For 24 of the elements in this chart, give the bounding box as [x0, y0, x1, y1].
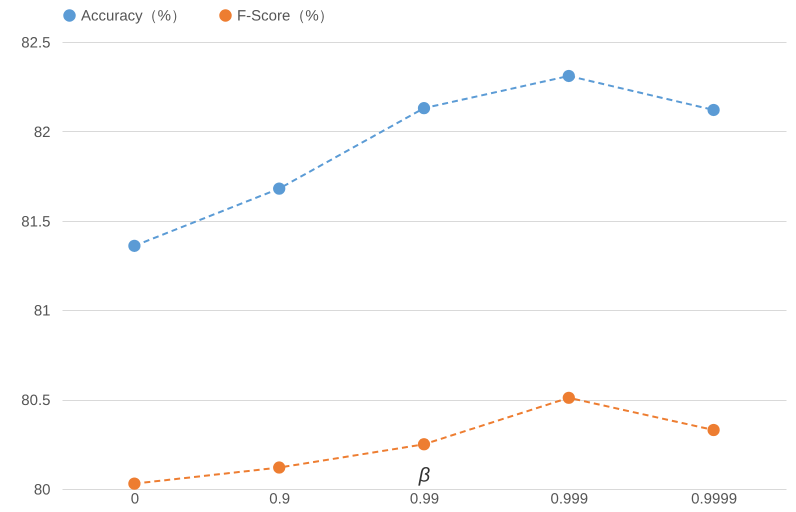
- point: [707, 104, 720, 116]
- y-tick-label: 80.5: [21, 392, 50, 410]
- point: [418, 102, 430, 114]
- legend-label: F-Score（%）: [237, 8, 334, 25]
- y-tick-label: 81: [34, 302, 50, 320]
- x-tick-label: 0.9: [269, 490, 290, 508]
- x-axis-title: β: [418, 464, 430, 486]
- y-tick-label: 82.5: [21, 34, 50, 52]
- y-tick-label: 82: [34, 124, 50, 141]
- y-tick-label: 81.5: [21, 213, 50, 230]
- point: [128, 478, 141, 490]
- y-tick-label: 80: [34, 482, 50, 498]
- x-tick-label: 0.99: [410, 490, 440, 508]
- point: [128, 240, 141, 252]
- point: [273, 461, 286, 474]
- x-tick-label: 0.9999: [691, 490, 738, 508]
- x-tick-label: 0: [130, 490, 140, 508]
- point: [562, 392, 575, 404]
- x-tick-label: 0.999: [550, 490, 588, 508]
- point: [562, 70, 575, 82]
- point: [707, 424, 720, 436]
- point: [418, 438, 430, 450]
- legend-label: Accuracy（%）: [81, 8, 186, 25]
- point: [273, 182, 286, 195]
